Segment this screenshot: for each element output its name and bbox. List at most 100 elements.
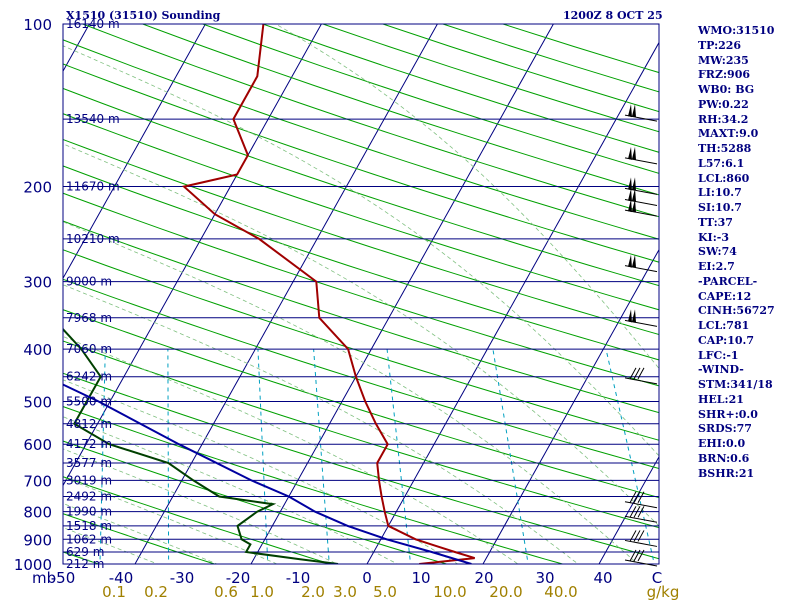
dry-adiabat-line bbox=[63, 340, 659, 529]
wind-barb-flag bbox=[632, 104, 636, 118]
moist-adiabat-line bbox=[63, 143, 659, 527]
isotherm-line bbox=[482, 248, 659, 564]
stat-line: -WIND- bbox=[698, 363, 744, 377]
dry-adiabat-line bbox=[63, 87, 659, 287]
stat-line: HEL:21 bbox=[698, 392, 744, 406]
isotherm-line bbox=[63, 24, 322, 487]
height-label: 3019 m bbox=[66, 473, 112, 487]
chart-title: X1510 (31510) Sounding bbox=[66, 9, 221, 22]
stat-line: CAP:10.7 bbox=[698, 333, 755, 347]
pressure-tick-label: 900 bbox=[23, 531, 52, 549]
stat-line: TT:37 bbox=[698, 215, 733, 229]
stat-line: PW:0.22 bbox=[698, 97, 749, 111]
wind-barb-flag bbox=[628, 188, 632, 202]
stat-line: SRDS:77 bbox=[698, 422, 752, 436]
height-label: 212 m bbox=[66, 557, 104, 571]
stat-line: -PARCEL- bbox=[698, 274, 758, 288]
pressure-tick-label: 500 bbox=[23, 393, 52, 411]
wind-barb bbox=[624, 188, 658, 207]
dry-adiabat-line bbox=[63, 138, 659, 336]
wind-barb-staff bbox=[624, 539, 658, 547]
mixing-ratio-label: 5.0 bbox=[373, 583, 397, 600]
pressure-tick-label: 1000 bbox=[14, 556, 52, 574]
height-label: 11670 m bbox=[66, 180, 120, 194]
height-label: 16140 m bbox=[66, 17, 120, 31]
dry-adiabat-line bbox=[63, 513, 217, 564]
wind-barb-flag bbox=[628, 254, 632, 268]
wind-barb-line bbox=[633, 367, 641, 380]
stat-line: WMO:31510 bbox=[698, 24, 775, 37]
moist-adiabat-line bbox=[63, 477, 278, 564]
dry-adiabat-line bbox=[63, 476, 333, 564]
isotherm-line bbox=[598, 455, 659, 564]
mixing-ratio-line bbox=[99, 349, 106, 564]
wind-barb-line bbox=[633, 549, 641, 562]
wind-barb-line bbox=[637, 530, 645, 542]
stats-panel: WMO:31510 TP:226 MW:235 FRZ:906 WB0: BG PW:0.… bbox=[698, 24, 798, 481]
dry-adiabat-line bbox=[63, 220, 659, 414]
temperature-tick-label: -40 bbox=[109, 569, 134, 587]
mixing-ratio-label: 0.6 bbox=[214, 583, 238, 600]
stat-line: EI:2.7 bbox=[698, 260, 735, 273]
dry-adiabat-line bbox=[63, 309, 659, 499]
mixing-ratio-unit-label: g/kg bbox=[647, 583, 680, 600]
height-label: 1062 m bbox=[66, 532, 112, 546]
wind-barb-flag bbox=[632, 146, 636, 160]
wind-barb-line bbox=[629, 506, 637, 518]
height-label: 13540 m bbox=[66, 112, 120, 126]
height-label: 6242 m bbox=[66, 370, 112, 384]
stat-line: SI:10.7 bbox=[698, 201, 742, 214]
pressure-tick-label: 300 bbox=[23, 274, 52, 292]
wind-barb-staff bbox=[624, 377, 658, 385]
height-label: 10210 m bbox=[66, 232, 120, 246]
pressure-tick-label: 100 bbox=[23, 16, 52, 34]
temperature-tick-label: C bbox=[652, 569, 662, 587]
stat-line: TP:226 bbox=[698, 38, 742, 52]
mixing-ratio-line bbox=[386, 349, 412, 564]
isotherm-line bbox=[250, 24, 554, 564]
mixing-ratio-line bbox=[313, 349, 330, 564]
stat-line: CINH:56727 bbox=[698, 304, 775, 318]
stat-line: L57:6.1 bbox=[698, 156, 745, 170]
wind-barb bbox=[624, 491, 658, 509]
wind-barb-flag bbox=[632, 188, 636, 202]
wind-barb-line bbox=[629, 549, 637, 562]
plot-frame bbox=[62, 23, 660, 565]
wind-barb-line bbox=[633, 506, 641, 518]
mixing-ratio-label: 2.0 bbox=[301, 583, 325, 600]
stat-line: LFC:-1 bbox=[698, 348, 739, 362]
wind-barb-line bbox=[637, 491, 645, 503]
wind-barb-flag bbox=[628, 104, 632, 118]
dry-adiabat-line bbox=[63, 113, 659, 311]
wind-barb bbox=[624, 104, 658, 122]
wind-barb bbox=[624, 506, 658, 523]
moist-adiabat-line bbox=[63, 527, 159, 564]
wind-barb-flag bbox=[632, 177, 636, 191]
dry-adiabat-line bbox=[63, 249, 659, 441]
wind-barb-flag bbox=[632, 309, 636, 323]
wind-barb-flag bbox=[632, 199, 636, 213]
mixing-ratio-label: 1.0 bbox=[250, 583, 274, 600]
isotherm-line bbox=[63, 24, 206, 280]
dry-adiabat-line bbox=[63, 63, 659, 263]
moist-adiabat-line bbox=[63, 221, 639, 564]
dry-adiabat-line bbox=[63, 440, 449, 564]
wind-barb-line bbox=[629, 530, 637, 542]
mixing-ratio-label: 20.0 bbox=[489, 583, 522, 600]
wind-barb-line bbox=[633, 530, 641, 542]
wind-barb-flag bbox=[632, 254, 636, 268]
stat-line: BRN:0.6 bbox=[698, 451, 750, 465]
wind-barb bbox=[624, 254, 658, 273]
height-label: 2492 m bbox=[66, 490, 112, 504]
stat-line: KI:-3 bbox=[698, 230, 729, 244]
temperature-tick-label: 40 bbox=[593, 569, 612, 587]
moist-adiabat-line bbox=[63, 45, 659, 457]
height-label: 629 m bbox=[66, 545, 104, 559]
wind-barb bbox=[624, 530, 658, 547]
height-label: 9000 m bbox=[66, 275, 112, 289]
mixing-ratio-label: 10.0 bbox=[433, 583, 466, 600]
stat-line: TH:5288 bbox=[698, 142, 752, 155]
height-label: 4812 m bbox=[66, 417, 112, 431]
pressure-tick-label: 400 bbox=[23, 341, 52, 359]
moist-adiabat-line bbox=[63, 503, 219, 564]
